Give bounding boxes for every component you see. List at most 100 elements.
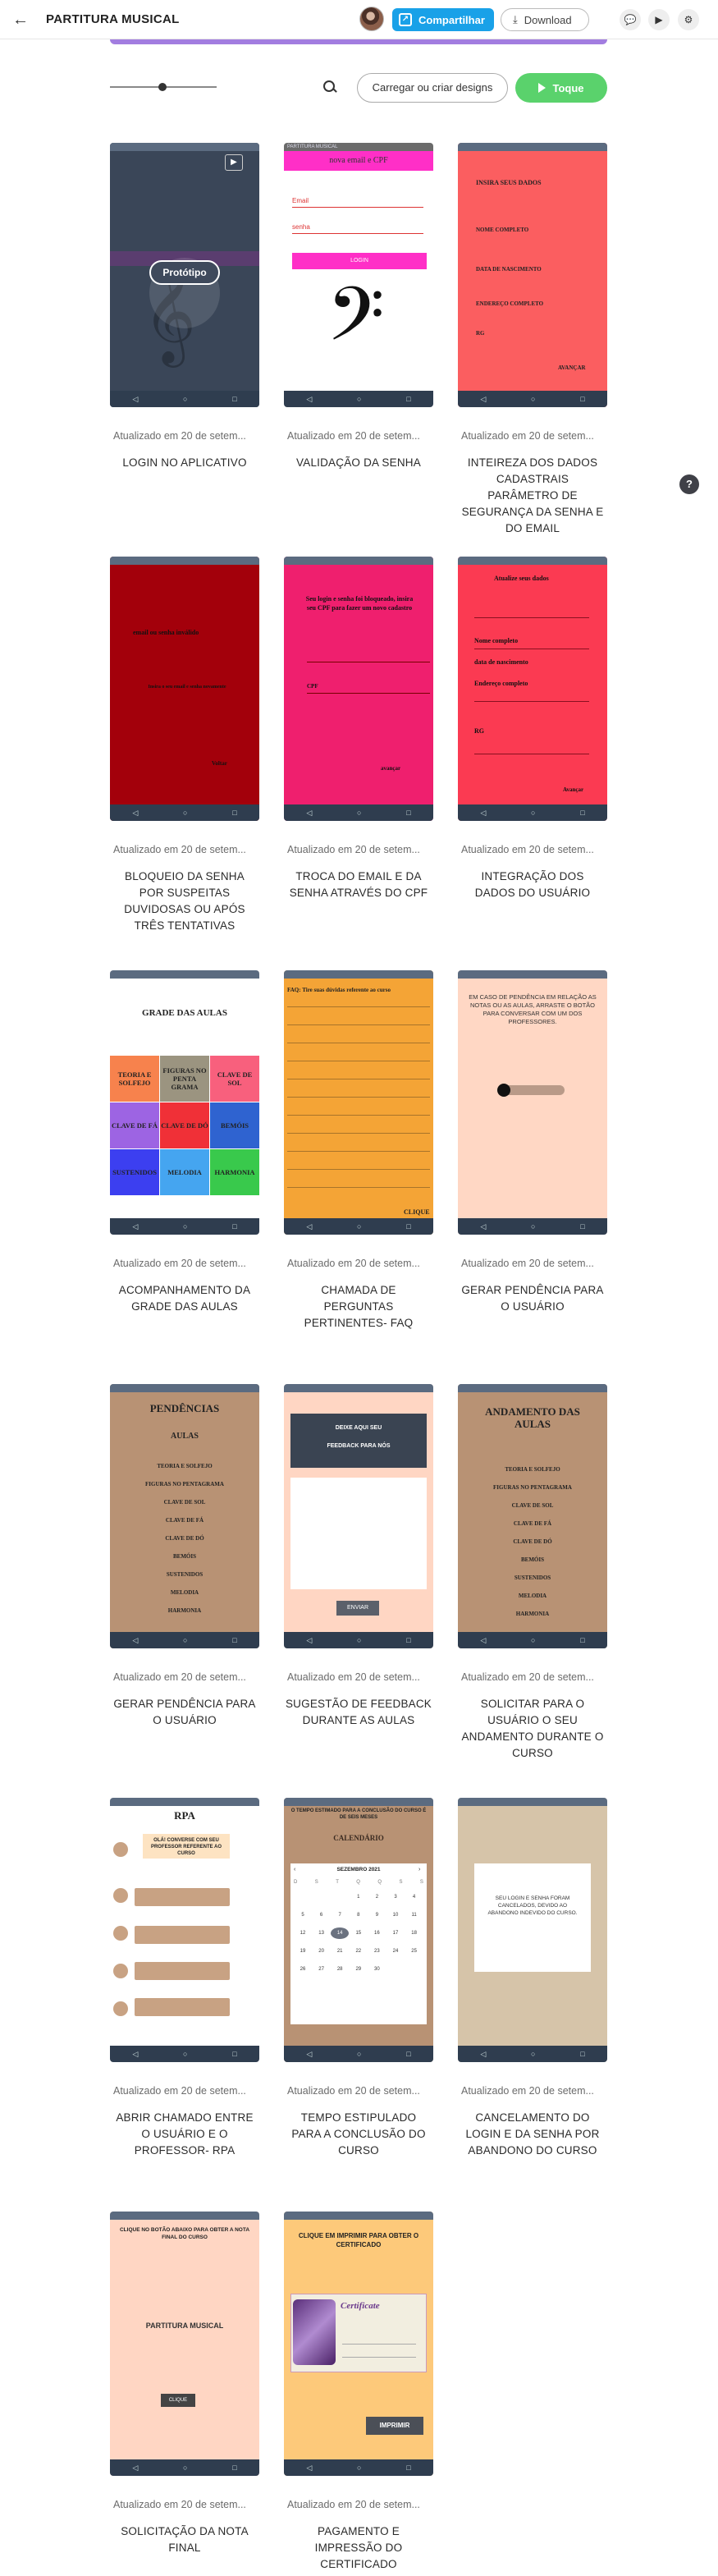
grid-cell[interactable]: HARMONIA — [210, 1149, 259, 1195]
calendar-day[interactable]: 30 — [374, 1967, 380, 1972]
calendar-day[interactable]: 25 — [411, 1949, 417, 1954]
calendar-day[interactable] — [405, 1964, 423, 1975]
design-thumbnail[interactable]: email ou senha inválido Insira o seu ema… — [110, 557, 259, 821]
calendar-day[interactable]: 27 — [318, 1967, 324, 1972]
grid-cell[interactable]: SUSTENIDOS — [110, 1149, 159, 1195]
list-item[interactable]: CLAVE DE SOL — [511, 1502, 554, 1509]
calendar-day[interactable] — [386, 1964, 405, 1975]
design-thumbnail[interactable]: ▶ 𝄞 Protótipo ◁ ○ □ — [110, 143, 259, 407]
design-thumbnail[interactable]: PENDÊNCIAS AULAS TEORIA E SOLFEJO FIGURA… — [110, 1384, 259, 1648]
calendar-day[interactable] — [350, 1982, 368, 1993]
gear-icon[interactable]: ⚙ — [678, 9, 699, 30]
calendar-day[interactable]: 21 — [336, 1949, 343, 1954]
comment-icon[interactable]: 💬 — [620, 9, 641, 30]
calendar-day[interactable]: 24 — [392, 1949, 399, 1954]
calendar-day[interactable] — [294, 1982, 312, 1993]
calendar-day[interactable] — [313, 1982, 331, 1993]
calendar-day[interactable]: 11 — [411, 1913, 417, 1918]
advance-link[interactable]: Avançar — [563, 786, 584, 793]
calendar-day[interactable]: 10 — [392, 1913, 399, 1918]
calendar-day[interactable]: 7 — [338, 1913, 341, 1918]
design-thumbnail[interactable]: CLIQUE EM IMPRIMIR PARA OBTER O CERTIFIC… — [284, 2212, 433, 2476]
list-item[interactable]: HARMONIA — [167, 1607, 202, 1614]
send-button[interactable]: ENVIAR — [336, 1601, 379, 1616]
list-item[interactable]: TEORIA E SOLFEJO — [157, 1463, 213, 1469]
grid-cell[interactable]: TEORIA E SOLFEJO — [110, 1056, 159, 1102]
advance-link[interactable]: AVANÇAR — [558, 364, 586, 371]
back-link[interactable]: Voltar — [212, 760, 227, 767]
list-item[interactable]: CLAVE DE SOL — [163, 1499, 206, 1506]
design-thumbnail[interactable]: FAQ: Tire suas dúvidas referente ao curs… — [284, 970, 433, 1235]
play-icon[interactable]: ▶ — [225, 154, 243, 171]
grid-cell[interactable]: BEMÓIS — [210, 1102, 259, 1148]
calendar-day[interactable]: 14 — [331, 1927, 350, 1939]
grid-cell[interactable]: MELODIA — [160, 1149, 209, 1195]
design-thumbnail[interactable]: CLIQUE NO BOTÃO ABAIXO PARA OBTER A NOTA… — [110, 2212, 259, 2476]
advance-link[interactable]: avançar — [381, 765, 401, 772]
list-item[interactable]: CLAVE DE FÁ — [165, 1517, 204, 1524]
calendar-day[interactable]: 2 — [375, 1895, 379, 1900]
calendar-day[interactable] — [294, 1891, 312, 1903]
grid-cell[interactable]: CLAVE DE SOL — [210, 1056, 259, 1102]
design-thumbnail[interactable]: EM CASO DE PENDÊNCIA EM RELAÇÃO AS NOTAS… — [458, 970, 607, 1235]
calendar-day[interactable]: 4 — [412, 1895, 416, 1900]
design-thumbnail[interactable]: O TEMPO ESTIMADO PARA A CONCLUSÃO DO CUR… — [284, 1798, 433, 2062]
calendar-day[interactable]: 12 — [300, 1931, 306, 1936]
calendar-day[interactable]: 5 — [301, 1913, 304, 1918]
calendar-day[interactable]: 15 — [355, 1931, 362, 1936]
calendar-day[interactable] — [368, 1982, 386, 1993]
calendar-day[interactable]: 16 — [374, 1931, 380, 1936]
calendar-day[interactable] — [405, 1982, 423, 1993]
download-button[interactable]: ⤓ Download — [501, 8, 589, 31]
calendar-day[interactable]: 26 — [300, 1967, 306, 1972]
grid-cell[interactable]: CLAVE DE DÓ — [160, 1102, 209, 1148]
calendar-day[interactable]: 20 — [318, 1949, 324, 1954]
click-link[interactable]: CLIQUE — [404, 1208, 430, 1216]
design-thumbnail[interactable]: ANDAMENTO DAS AULAS TEORIA E SOLFEJO FIG… — [458, 1384, 607, 1648]
search-icon[interactable] — [322, 80, 337, 94]
play-button[interactable]: Toque — [515, 73, 607, 103]
design-thumbnail[interactable]: INSIRA SEUS DADOS NOME COMPLETO DATA DE … — [458, 143, 607, 407]
calendar-day[interactable]: 9 — [375, 1913, 379, 1918]
calendar-day[interactable]: 23 — [374, 1949, 380, 1954]
list-item[interactable]: BEMÓIS — [520, 1556, 544, 1563]
video-icon[interactable]: ▶ — [648, 9, 670, 30]
design-thumbnail[interactable]: DEIXE AQUI SEU FEEDBACK PARA NÓS ENVIAR … — [284, 1384, 433, 1648]
calendar-day[interactable]: 3 — [394, 1895, 397, 1900]
list-item[interactable]: MELODIA — [170, 1589, 199, 1596]
list-item[interactable]: SUSTENIDOS — [514, 1574, 551, 1581]
calendar-day[interactable]: 19 — [300, 1949, 306, 1954]
prototype-badge[interactable]: Protótipo — [149, 260, 220, 285]
design-thumbnail[interactable]: GRADE DAS AULAS TEORIA E SOLFEJO FIGURAS… — [110, 970, 259, 1235]
drag-handle[interactable] — [497, 1084, 510, 1097]
calendar-day[interactable]: 29 — [355, 1967, 362, 1972]
calendar-day[interactable]: 1 — [357, 1895, 360, 1900]
calendar-day[interactable]: 18 — [411, 1931, 417, 1936]
list-item[interactable]: FIGURAS NO PENTAGRAMA — [493, 1484, 572, 1491]
calendar-day[interactable] — [386, 1982, 405, 1993]
design-thumbnail[interactable]: RPA OLÁ! CONVERSE COM SEU PROFESSOR REFE… — [110, 1798, 259, 2062]
design-thumbnail[interactable]: PARTITURA MUSICAL nova email e CPF Email… — [284, 143, 433, 407]
print-button[interactable]: IMPRIMIR — [366, 2417, 423, 2435]
calendar-day[interactable]: 8 — [357, 1913, 360, 1918]
drag-track[interactable] — [499, 1085, 565, 1095]
grid-cell[interactable]: FIGURAS NO PENTA GRAMA — [160, 1056, 209, 1102]
list-item[interactable]: CLAVE DE DÓ — [165, 1535, 204, 1542]
list-item[interactable]: TEORIA E SOLFEJO — [505, 1466, 560, 1473]
share-button[interactable]: ↗ Compartilhar — [392, 8, 494, 31]
calendar-day[interactable]: 13 — [318, 1931, 324, 1936]
calendar-day[interactable] — [313, 1891, 331, 1903]
zoom-slider-handle[interactable] — [158, 83, 167, 91]
help-icon[interactable]: ? — [679, 474, 699, 494]
list-item[interactable]: BEMÓIS — [172, 1553, 196, 1560]
next-month-icon[interactable]: › — [418, 1867, 421, 1872]
avatar[interactable] — [359, 7, 384, 31]
list-item[interactable]: FIGURAS NO PENTAGRAMA — [145, 1481, 224, 1487]
prev-month-icon[interactable]: ‹ — [294, 1867, 296, 1872]
calendar-day[interactable]: 6 — [319, 1913, 323, 1918]
list-item[interactable]: MELODIA — [518, 1593, 547, 1599]
design-thumbnail[interactable]: SEU LOGIN E SENHA FORAM CANCELADOS, DEVI… — [458, 1798, 607, 2062]
back-arrow-icon[interactable]: ← — [12, 10, 29, 29]
grid-cell[interactable]: CLAVE DE FÁ — [110, 1102, 159, 1148]
calendar-day[interactable]: 22 — [355, 1949, 362, 1954]
